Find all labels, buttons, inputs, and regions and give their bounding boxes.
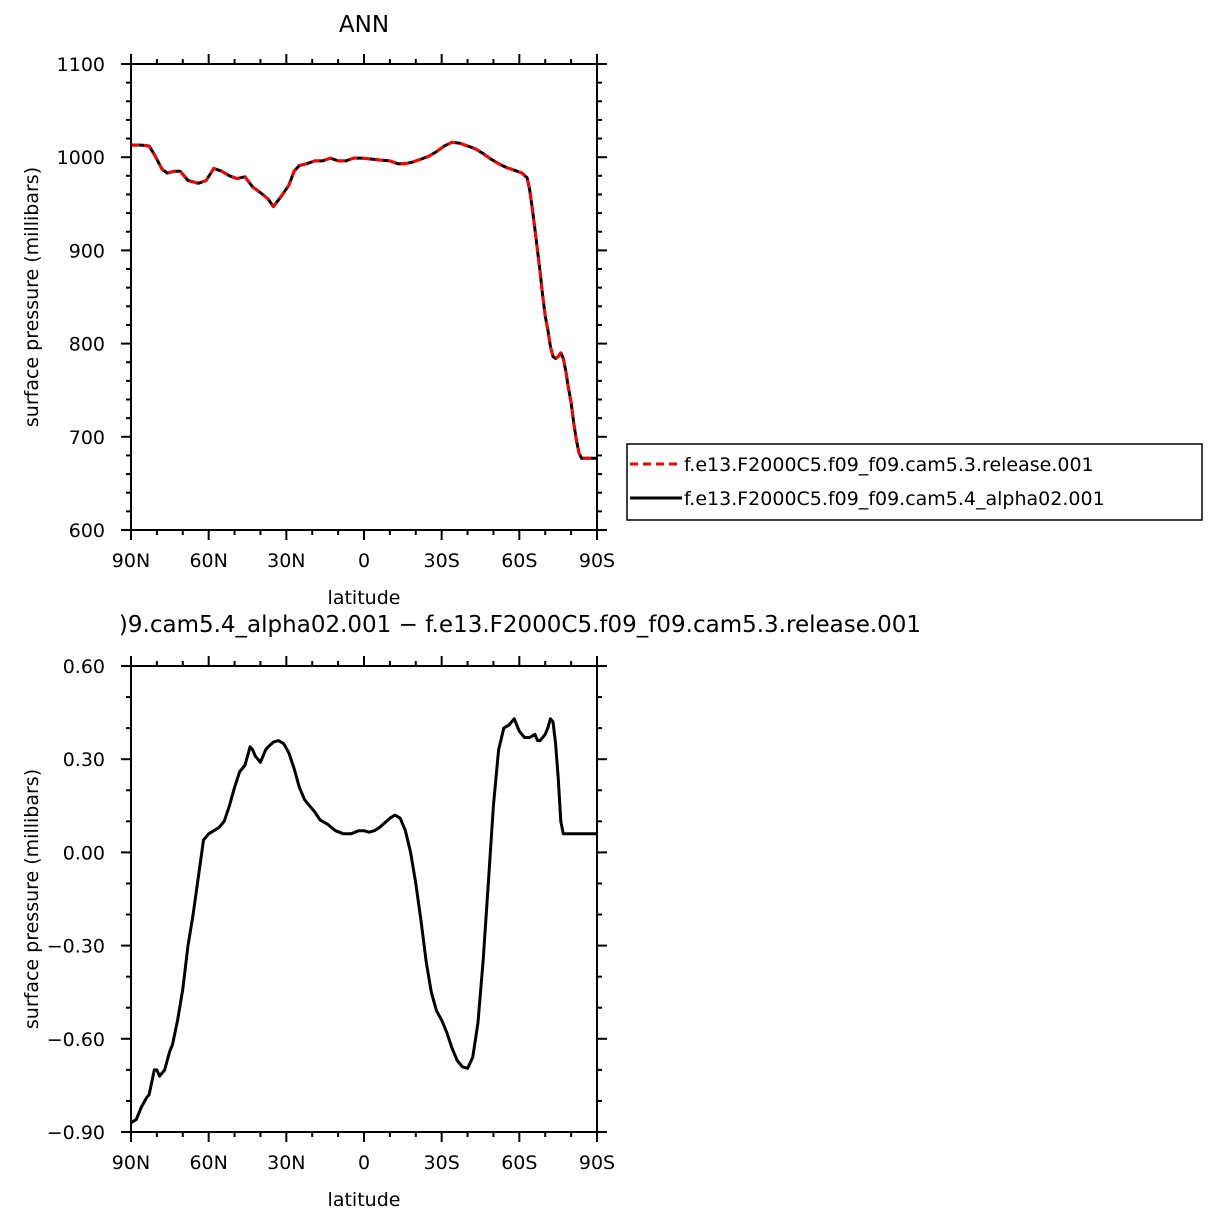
top-plot-frame	[130, 63, 598, 531]
legend-entry: f.e13.F2000C5.f09_f09.cam5.3.release.001	[684, 454, 1094, 476]
x-tick-label: 90N	[112, 1152, 150, 1174]
top-x-axis-label: latitude	[328, 587, 401, 609]
top-panel: ANN 90N 60N 30N 0 30S 60S 90S 1100 1000 900 800 700…	[21, 12, 1203, 609]
y-tick-label: 600	[69, 520, 105, 542]
x-tick-label: 60S	[501, 1152, 537, 1174]
bottom-chart-title: )9.cam5.4_alpha02.001 − f.e13.F2000C5.f0…	[119, 612, 921, 638]
y-tick-label: 700	[69, 427, 105, 449]
legend: f.e13.F2000C5.f09_f09.cam5.3.release.001…	[626, 443, 1203, 521]
y-tick-label: −0.90	[47, 1122, 105, 1144]
x-tick-label: 0	[358, 550, 370, 572]
x-tick-label: 30N	[267, 550, 305, 572]
x-tick-label: 0	[358, 1152, 370, 1174]
y-tick-label: 900	[69, 240, 105, 262]
top-chart-title: ANN	[339, 12, 389, 38]
x-tick-label: 30N	[267, 1152, 305, 1174]
bottom-y-axis-label: surface pressure (millibars)	[21, 769, 43, 1029]
top-y-axis-label: surface pressure (millibars)	[21, 167, 43, 427]
x-tick-label: 60S	[501, 550, 537, 572]
x-tick-label: 90S	[579, 550, 615, 572]
y-tick-label: −0.60	[47, 1029, 105, 1051]
legend-entry: f.e13.F2000C5.f09_f09.cam5.4_alpha02.001	[684, 488, 1105, 510]
x-tick-label: 30S	[424, 550, 460, 572]
y-tick-label: −0.30	[47, 936, 105, 958]
y-tick-label: 1100	[57, 54, 105, 76]
y-tick-label: 1000	[57, 147, 105, 169]
x-tick-label: 90N	[112, 550, 150, 572]
x-tick-label: 60N	[189, 1152, 227, 1174]
bottom-plot-frame	[130, 665, 598, 1133]
bottom-series-lines	[130, 717, 597, 1124]
bottom-axis-ticks: 90N 60N 30N 0 30S 60S 90S 0.60 0.30 0.00 −0.30 −0.6…	[47, 656, 615, 1174]
series-line	[130, 717, 597, 1124]
x-tick-label: 90S	[579, 1152, 615, 1174]
bottom-panel: )9.cam5.4_alpha02.001 − f.e13.F2000C5.f0…	[21, 612, 921, 1211]
y-tick-label: 0.30	[63, 749, 105, 771]
top-series-lines	[131, 140, 597, 460]
x-tick-label: 30S	[424, 1152, 460, 1174]
bottom-x-axis-label: latitude	[328, 1189, 401, 1211]
y-tick-label: 800	[69, 334, 105, 356]
series-line	[131, 140, 597, 460]
legend-box	[626, 443, 1203, 521]
top-axis-ticks: 90N 60N 30N 0 30S 60S 90S 1100 1000 900 800 700 600	[57, 54, 615, 572]
x-tick-label: 60N	[189, 550, 227, 572]
y-tick-label: 0.60	[63, 656, 105, 678]
series-line	[131, 140, 597, 460]
y-tick-label: 0.00	[63, 842, 105, 864]
